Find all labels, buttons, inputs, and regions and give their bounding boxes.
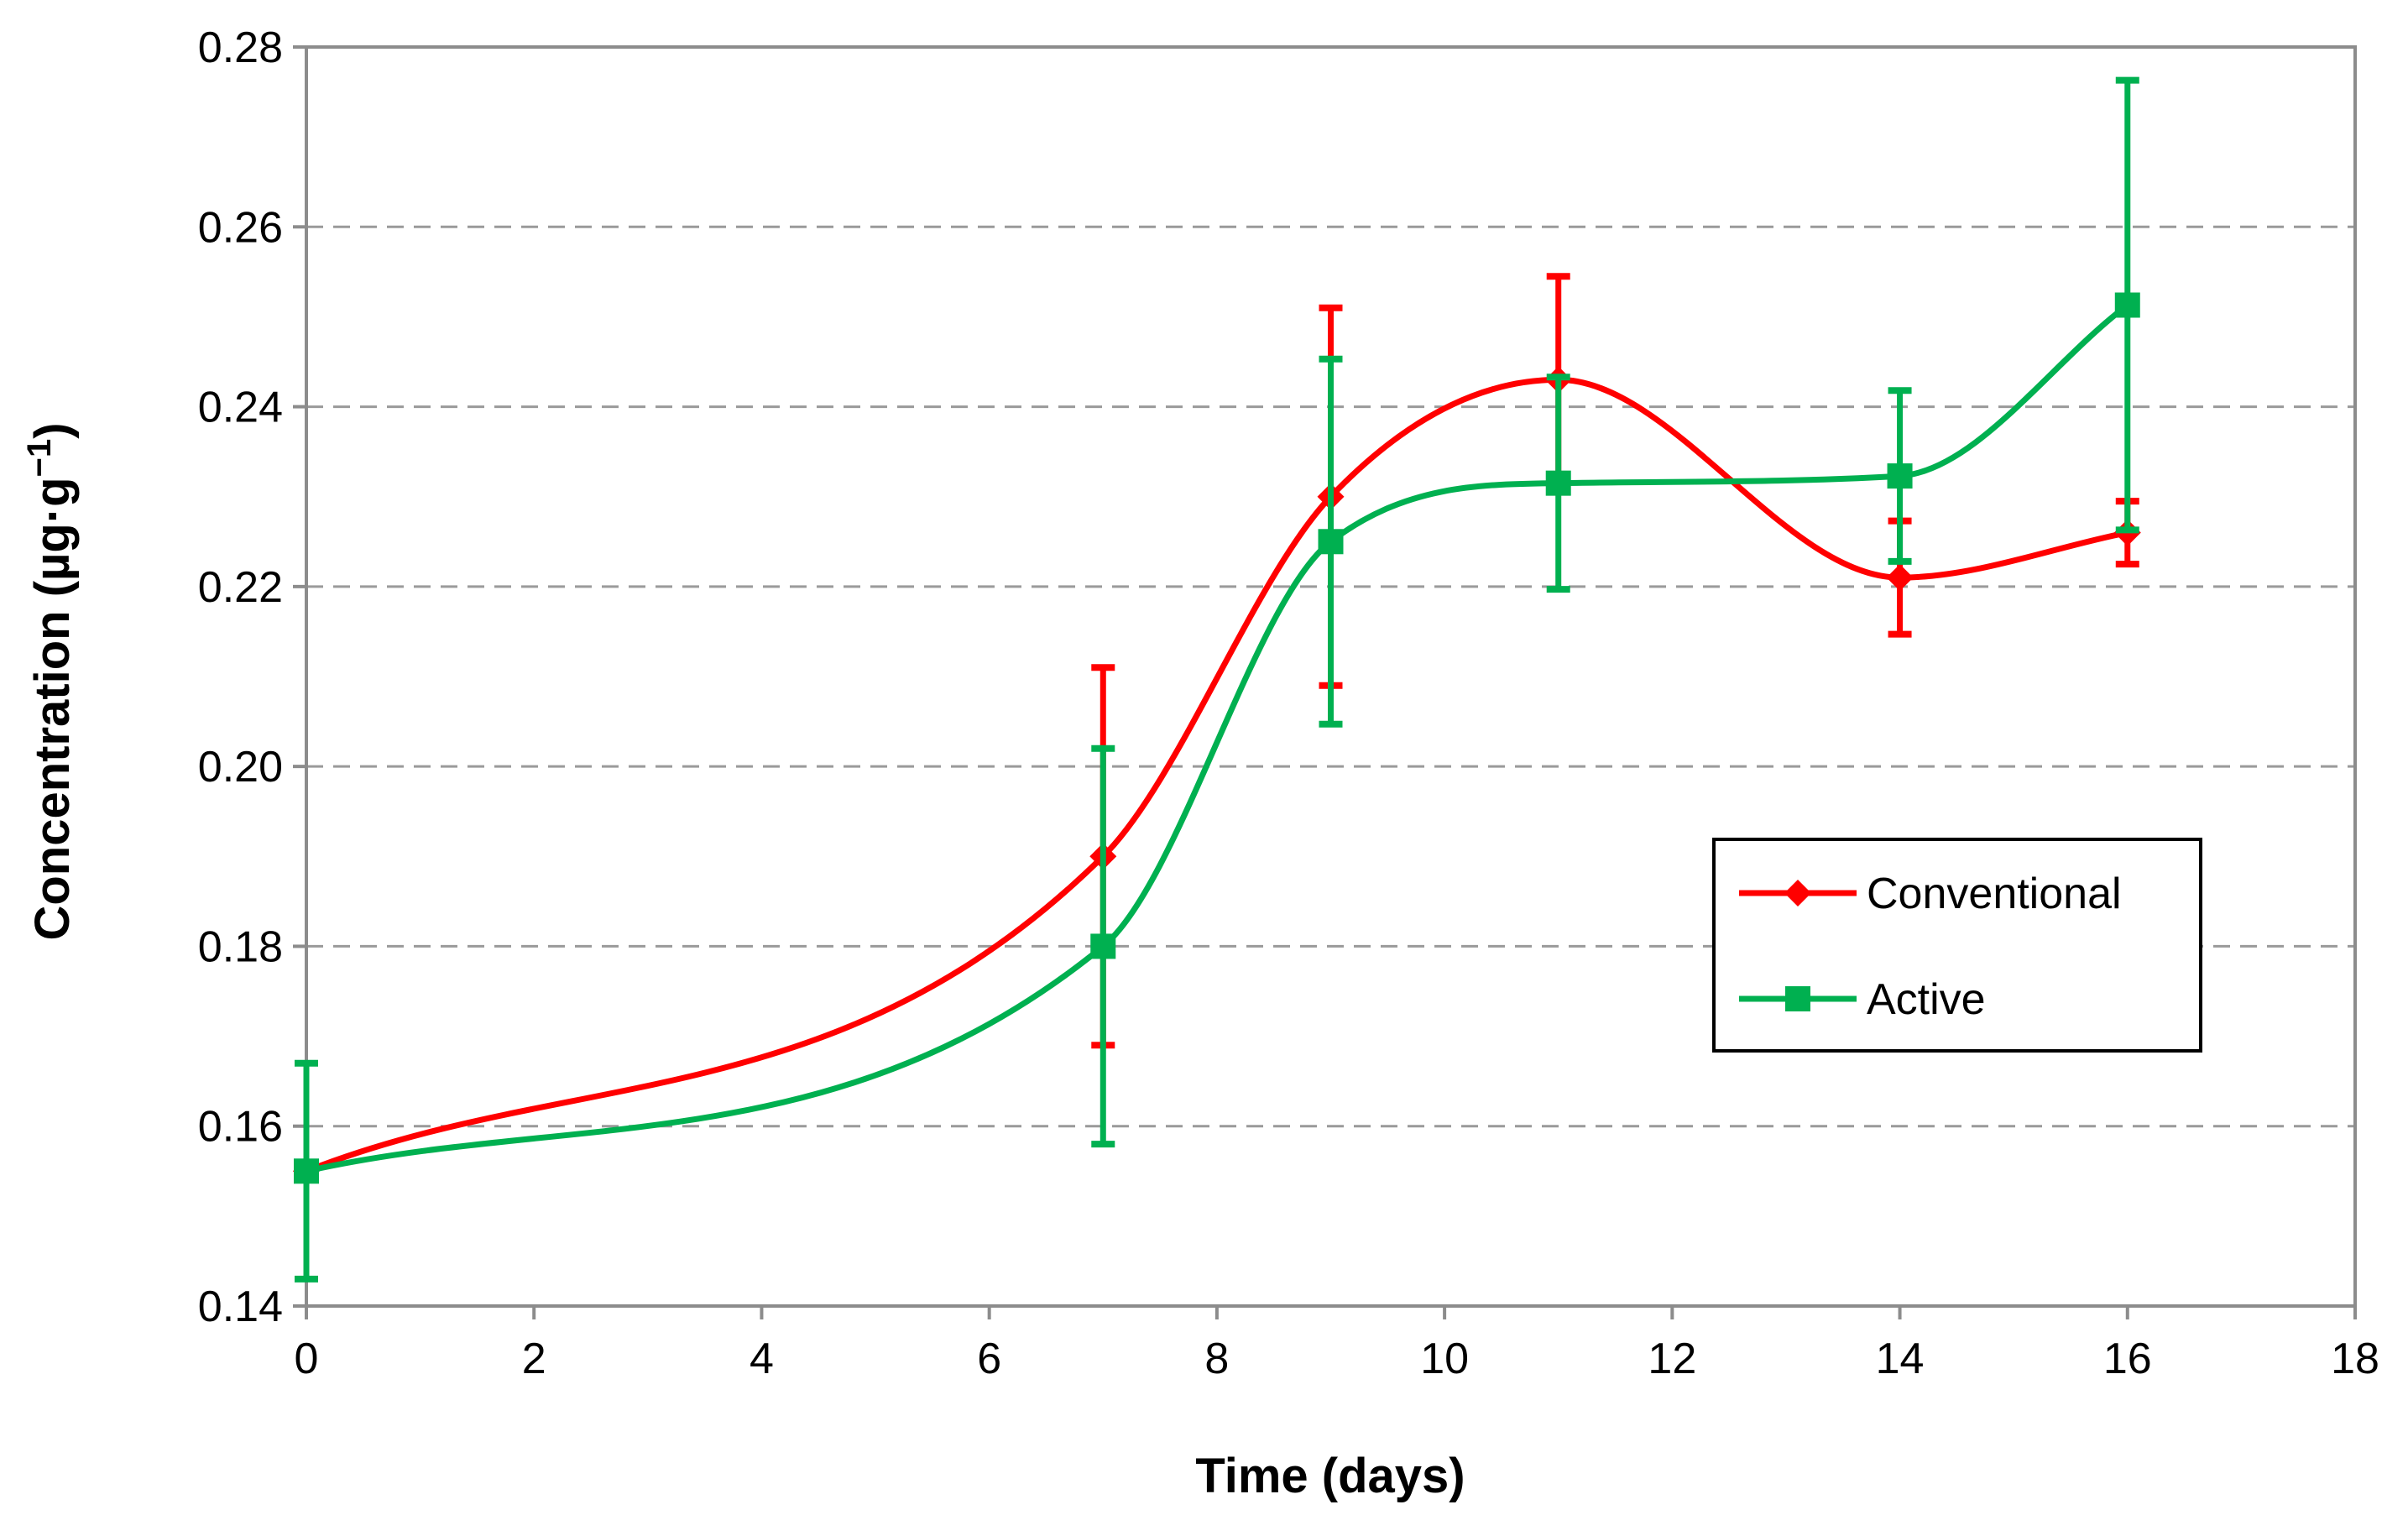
active-point bbox=[1545, 470, 1571, 496]
conventional-point bbox=[1886, 564, 1914, 592]
active-point bbox=[1090, 933, 1116, 959]
x-tick-label: 0 bbox=[295, 1335, 319, 1383]
active-point bbox=[294, 1158, 319, 1184]
x-axis-ticks: 0 2 4 6 8 10 12 14 16 18 bbox=[295, 1306, 2379, 1383]
x-tick-label: 16 bbox=[2103, 1335, 2152, 1383]
x-tick-label: 14 bbox=[1876, 1335, 1925, 1383]
x-tick-label: 12 bbox=[1648, 1335, 1696, 1383]
series-layer bbox=[293, 76, 2141, 1283]
x-axis-title: Time (days) bbox=[1195, 1449, 1465, 1503]
y-tick-label: 0.22 bbox=[198, 563, 283, 612]
legend-label-active: Active bbox=[1867, 975, 1986, 1024]
x-tick-label: 4 bbox=[750, 1335, 774, 1383]
x-tick-label: 2 bbox=[522, 1335, 546, 1383]
x-tick-label: 18 bbox=[2331, 1335, 2379, 1383]
legend-marker-active bbox=[1785, 986, 1810, 1011]
x-tick-label: 6 bbox=[977, 1335, 1001, 1383]
x-tick-label: 10 bbox=[1420, 1335, 1469, 1383]
legend-marker-conventional bbox=[1784, 880, 1811, 906]
x-tick-label: 8 bbox=[1204, 1335, 1229, 1383]
y-tick-label: 0.24 bbox=[198, 384, 283, 432]
y-tick-label: 0.26 bbox=[198, 203, 283, 252]
active-point bbox=[2114, 292, 2140, 318]
conventional-line bbox=[303, 376, 2131, 1174]
legend-box bbox=[1712, 838, 2202, 1053]
y-axis-ticks: 0.14 0.16 0.18 0.20 0.22 0.24 0.26 0.28 bbox=[198, 24, 306, 1331]
series-active bbox=[294, 76, 2140, 1283]
plot-area bbox=[305, 45, 2357, 1308]
active-point bbox=[1318, 529, 1344, 555]
active-point bbox=[1887, 463, 1913, 489]
legend-label-conventional: Conventional bbox=[1867, 870, 2122, 918]
y-tick-label: 0.28 bbox=[198, 24, 283, 72]
legend: Conventional Active bbox=[1712, 838, 2202, 1053]
y-tick-label: 0.18 bbox=[198, 922, 283, 971]
plot-border bbox=[305, 45, 2357, 1308]
y-axis-title: Concentration (µg·g−1) bbox=[21, 422, 80, 940]
y-axis-title-close: ) bbox=[25, 422, 80, 438]
y-axis-title-superscript: −1 bbox=[21, 439, 58, 478]
y-tick-label: 0.14 bbox=[198, 1283, 283, 1331]
y-tick-label: 0.16 bbox=[198, 1103, 283, 1152]
y-tick-label: 0.20 bbox=[198, 743, 283, 792]
y-axis-title-main: Concentration (µg·g bbox=[25, 477, 80, 940]
